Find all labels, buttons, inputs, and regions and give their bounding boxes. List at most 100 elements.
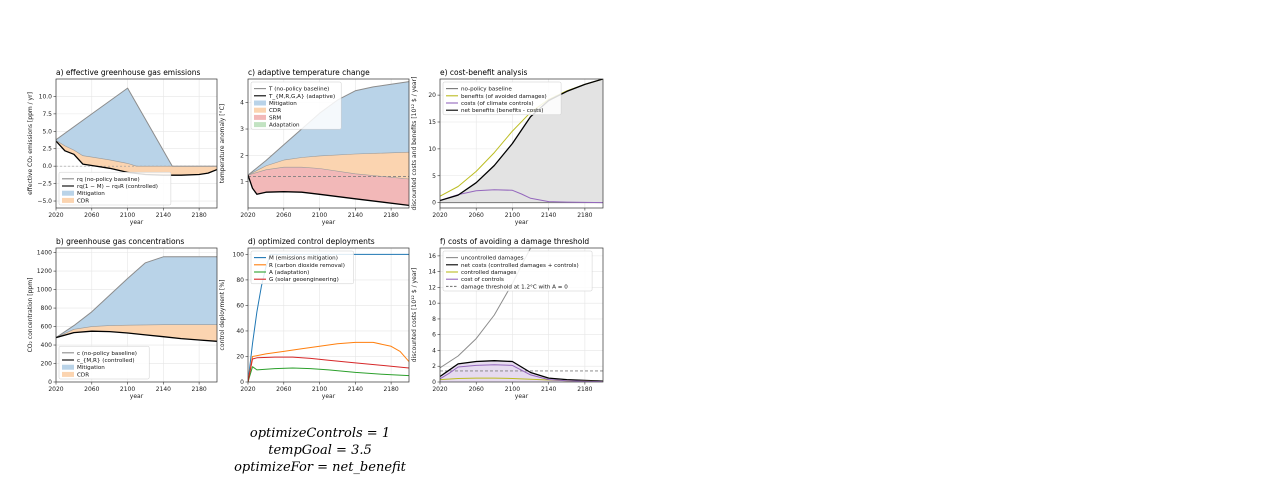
series-line-R (248, 341, 409, 382)
y-tick-label: 15 (428, 119, 436, 126)
y-tick-label: 0.0 (42, 163, 52, 170)
axes-frame (55, 247, 218, 383)
x-tick-label: 2180 (191, 386, 206, 393)
equation-optimize-controls: optimizeControls = 1 (249, 426, 391, 441)
panel-a: 2020 2060 2100 2140 2180 −5.0 −2.5 0.0 2.5 5.0 7.5… (27, 68, 218, 226)
x-tick-label: 2100 (312, 212, 327, 219)
y-tick-label: 14 (428, 269, 436, 276)
y-tick-label: 10.0 (39, 93, 53, 100)
legend-entry: net costs (controlled damages + controls… (461, 263, 579, 269)
y-tick-label: 1000 (37, 287, 52, 294)
y-tick-label: 8 (432, 316, 436, 323)
legend-swatch (254, 100, 266, 106)
x-tick-label: 2020 (240, 212, 255, 219)
legend-swatch (62, 190, 74, 196)
panel-e: 2020 2060 2100 2140 2180 0 5 10 15 20 e) cost-bene… (411, 68, 604, 226)
y-tick-label: 7.5 (42, 111, 52, 118)
fill-cdr (248, 152, 409, 179)
x-axis-label: year (322, 219, 336, 226)
x-axis-label: year (515, 393, 529, 400)
legend-entry: CDR (269, 108, 281, 114)
x-axis-label: year (515, 219, 529, 226)
chart-title: c) adaptive temperature change (248, 68, 370, 77)
y-tick-label: 800 (41, 305, 53, 312)
y-tick-label: 2.5 (42, 146, 52, 153)
y-tick-label: −5.0 (37, 198, 52, 205)
y-axis-label: CO₂ concentration [ppm] (27, 278, 34, 353)
legend: M (emissions mitigation)R (carbon dioxid… (250, 250, 354, 285)
series-line-G (248, 356, 409, 382)
y-tick-label: 0 (432, 200, 436, 207)
series-line-lower (56, 330, 217, 342)
legend-swatch (62, 197, 74, 203)
plot-area (440, 79, 603, 208)
x-tick-label: 2100 (505, 212, 520, 219)
series-line-m (248, 151, 409, 176)
legend-swatch (254, 114, 266, 120)
y-axis-label: effective CO₂ emissions [ppm / yr] (27, 92, 34, 195)
series-line-A (248, 366, 409, 382)
x-axis-label: year (130, 393, 144, 400)
x-axis-label: year (130, 219, 144, 226)
legend-box (250, 81, 342, 130)
legend-swatch (62, 364, 74, 370)
legend-swatch (254, 122, 266, 128)
x-tick-label: 2180 (191, 212, 206, 219)
y-tick-label: 40 (236, 328, 244, 335)
legend-box (442, 81, 562, 116)
y-tick-label: 400 (41, 342, 53, 349)
x-tick-label: 2140 (348, 386, 363, 393)
y-axis-label: discounted costs and benefits [10¹² $ / … (411, 77, 418, 211)
legend-entry: G (solar geoengineering) (269, 277, 339, 283)
y-tick-label: 10 (428, 146, 436, 153)
axes-frame (55, 78, 218, 209)
y-axis-label: control deployment [%] (219, 280, 226, 351)
legend-entry: costs (of climate controls) (461, 101, 534, 107)
x-tick-label: 2100 (120, 386, 135, 393)
x-tick-label: 2020 (432, 212, 447, 219)
legend-entry: Adaptation (269, 123, 300, 129)
legend-entry: Mitigation (269, 101, 297, 107)
legend-entry: R (carbon dioxide removal) (269, 263, 345, 269)
series-line-net (440, 360, 603, 382)
legend: c (no-policy baseline)c_{M,R} (controlle… (58, 345, 150, 380)
x-tick-label: 2180 (383, 386, 398, 393)
legend-entry: T_{M,R,G,A} (adaptive) (268, 94, 335, 100)
y-tick-label: 0 (48, 379, 52, 386)
series-line-cost (440, 189, 603, 204)
x-tick-label: 2140 (541, 386, 556, 393)
x-tick-label: 2060 (469, 212, 484, 219)
axes-frame (439, 78, 604, 209)
x-tick-label: 2020 (48, 386, 63, 393)
legend-entry: rq(1 − M) − rq₀R (controlled) (77, 184, 158, 190)
legend-entry: A (adaptation) (269, 270, 309, 276)
x-tick-label: 2140 (156, 386, 171, 393)
y-tick-label: 1 (240, 179, 244, 186)
y-tick-label: 60 (236, 302, 244, 309)
x-tick-label: 2180 (383, 212, 398, 219)
y-tick-label: 5 (432, 173, 436, 180)
y-tick-label: 4 (432, 347, 436, 354)
y-tick-label: 1400 (37, 250, 52, 257)
legend-entry: SRM (269, 115, 281, 121)
legend-entry: no-policy baseline (461, 87, 512, 93)
x-tick-label: 2020 (240, 386, 255, 393)
axes-frame (247, 78, 410, 209)
y-tick-label: 3 (240, 126, 244, 133)
legend-box (250, 250, 354, 285)
x-tick-label: 2140 (156, 212, 171, 219)
fill-mitigation (56, 256, 217, 338)
x-tick-label: 2140 (541, 212, 556, 219)
y-tick-label: 1200 (37, 268, 52, 275)
legend-entry: CDR (77, 198, 89, 204)
legend-entry: damage threshold at 1.2°C with A = 0 (461, 284, 568, 290)
legend-entry: benefits (of avoided damages) (461, 94, 547, 100)
x-tick-label: 2020 (48, 212, 63, 219)
equation-optimize-for: optimizeFor = net_benefit (234, 460, 406, 475)
x-tick-label: 2100 (505, 386, 520, 393)
series-line-mid (56, 324, 217, 338)
legend: T (no-policy baseline)T_{M,R,G,A} (adapt… (250, 81, 342, 130)
legend: rq (no-policy baseline)rq(1 − M) − rq₀R … (58, 171, 172, 206)
x-tick-label: 2140 (348, 212, 363, 219)
